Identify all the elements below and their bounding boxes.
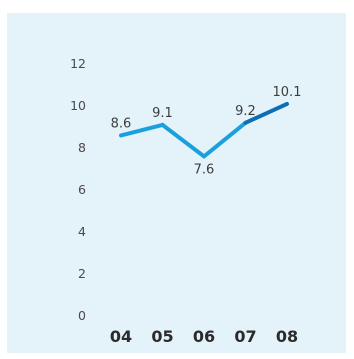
x-axis-ticks: 04 05 06 07 08 (110, 327, 298, 346)
y-tick-label: 8 (78, 140, 86, 155)
chart-panel (7, 13, 346, 353)
data-label: 7.6 (194, 162, 215, 177)
x-tick-label: 05 (151, 327, 173, 346)
y-tick-label: 12 (70, 56, 86, 71)
y-axis-ticks: 0 2 4 6 8 10 12 (70, 56, 86, 323)
line-segment (119, 122, 165, 138)
x-tick-label: 08 (276, 327, 298, 346)
x-tick-label: 04 (110, 327, 132, 346)
x-tick-label: 06 (193, 327, 215, 346)
line-segment (243, 101, 289, 125)
data-label: 10.1 (273, 85, 302, 100)
data-label: 9.2 (235, 104, 256, 119)
y-tick-label: 10 (70, 98, 86, 113)
data-label: 9.1 (152, 106, 173, 121)
y-tick-label: 6 (78, 182, 86, 197)
data-label: 8.6 (111, 116, 132, 131)
line-segment (202, 120, 248, 159)
line-segment (160, 122, 206, 159)
x-tick-label: 07 (234, 327, 256, 346)
data-labels: 8.6 9.1 7.6 9.2 10.1 (111, 85, 302, 177)
series-line (119, 101, 289, 159)
y-tick-label: 0 (78, 308, 86, 323)
y-tick-label: 2 (78, 266, 86, 281)
y-tick-label: 4 (78, 224, 86, 239)
